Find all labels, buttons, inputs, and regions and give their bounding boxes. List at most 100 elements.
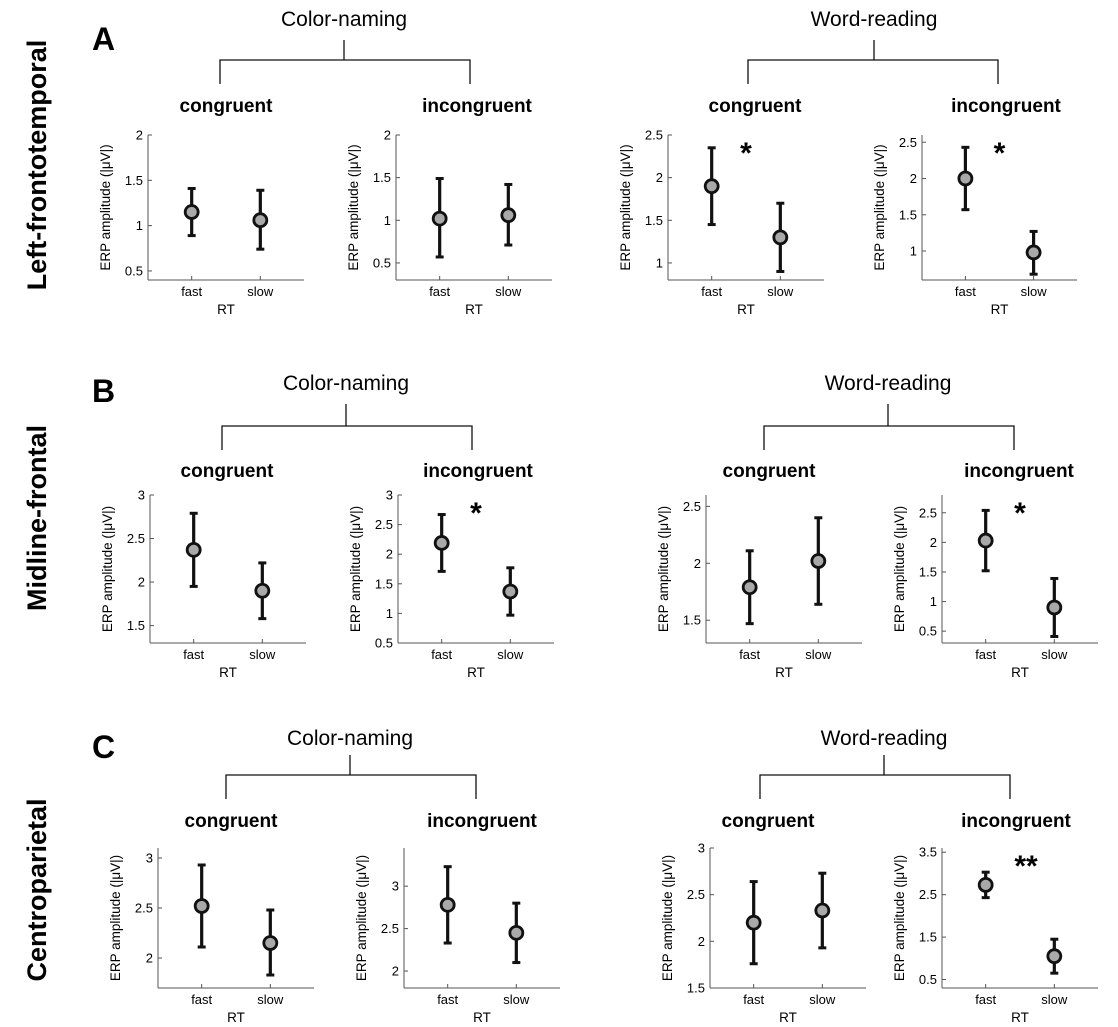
y-tick-label: 3 bbox=[698, 841, 705, 856]
y-axis-label: ERP amplitude (|μV|) bbox=[346, 144, 361, 270]
condition-title: incongruent bbox=[961, 811, 1071, 832]
task-group: Color-naming congruent 0.5 1 1.5 2 ERP amplitu… bbox=[98, 8, 552, 317]
x-tick-label: slow bbox=[1041, 992, 1068, 1007]
x-axis-label: RT bbox=[775, 665, 793, 680]
mean-marker-fast bbox=[185, 541, 202, 558]
panel-letter: B bbox=[92, 373, 115, 409]
x-axis-label: RT bbox=[779, 1010, 797, 1025]
mean-marker-slow bbox=[254, 582, 271, 599]
mean-marker-fast bbox=[183, 204, 200, 220]
x-tick-label: fast bbox=[437, 992, 458, 1007]
mean-marker-slow bbox=[772, 229, 789, 246]
x-tick-label: slow bbox=[495, 284, 522, 299]
condition-title: incongruent bbox=[423, 461, 533, 482]
y-tick-label: 2 bbox=[386, 547, 393, 562]
y-axis-label: ERP amplitude (|μV|) bbox=[892, 506, 907, 632]
y-tick-label: 2 bbox=[930, 535, 937, 550]
x-tick-label: fast bbox=[975, 647, 996, 662]
mean-marker-slow bbox=[810, 553, 827, 569]
region-label: Left-frontotemporal bbox=[22, 40, 52, 290]
subplot-congruent: congruent 2 2.5 3 ERP amplitude (|μV|) fast sl… bbox=[108, 811, 314, 1025]
y-tick-label: 1 bbox=[930, 594, 937, 609]
x-tick-label: slow bbox=[1041, 647, 1068, 662]
task-title: Color-naming bbox=[281, 8, 407, 31]
y-axis-label: ERP amplitude (|μV|) bbox=[108, 855, 123, 981]
y-axis-label: ERP amplitude (|μV|) bbox=[656, 506, 671, 632]
y-tick-label: 1.5 bbox=[645, 213, 663, 228]
x-axis-label: RT bbox=[465, 302, 483, 317]
subplot-incongruent: incongruent 0.5 1 1.5 2 2.5 3 ERP amplitude (|μ… bbox=[348, 461, 554, 680]
mean-marker-fast bbox=[977, 877, 994, 893]
mean-marker-slow bbox=[502, 583, 519, 600]
x-tick-label: slow bbox=[1021, 284, 1048, 299]
condition-title: congruent bbox=[709, 96, 803, 117]
task-title: Word-reading bbox=[811, 8, 938, 31]
significance-marker: * bbox=[1014, 497, 1026, 530]
region-label: Midline-frontal bbox=[22, 425, 52, 611]
condition-title: congruent bbox=[180, 96, 274, 117]
y-tick-label: 2.5 bbox=[683, 499, 701, 514]
y-tick-label: 1 bbox=[136, 218, 143, 233]
x-axis-label: RT bbox=[473, 1010, 491, 1025]
subplot-incongruent: incongruent 0.5 1.5 2.5 3.5 ERP amplitude (|μ… bbox=[892, 811, 1098, 1025]
y-tick-label: 1.5 bbox=[683, 613, 701, 628]
x-tick-label: slow bbox=[809, 992, 836, 1007]
task-bracket bbox=[225, 755, 477, 799]
panel-a: A Left-frontotemporal Color-naming congruen… bbox=[22, 8, 1077, 317]
task-bracket bbox=[221, 404, 473, 450]
y-tick-label: 1.5 bbox=[125, 173, 143, 188]
y-tick-label: 1.5 bbox=[919, 564, 937, 579]
task-title: Word-reading bbox=[825, 372, 952, 395]
y-tick-label: 1.5 bbox=[373, 170, 391, 185]
y-tick-label: 1.5 bbox=[919, 930, 937, 945]
y-axis-label: ERP amplitude (|μV|) bbox=[872, 144, 887, 270]
y-tick-label: 0.5 bbox=[125, 263, 143, 278]
task-group: Word-reading congruent 1 1.5 2 2.5 ERP amplitu… bbox=[618, 8, 1077, 317]
y-tick-label: 2.5 bbox=[645, 128, 663, 143]
mean-marker-fast bbox=[439, 896, 456, 913]
y-tick-label: 1 bbox=[386, 606, 393, 621]
task-bracket bbox=[747, 40, 999, 84]
x-tick-label: fast bbox=[739, 647, 760, 662]
mean-marker-fast bbox=[745, 914, 762, 931]
y-axis-label: ERP amplitude (|μV|) bbox=[660, 855, 675, 981]
y-axis-label: ERP amplitude (|μV|) bbox=[618, 144, 633, 270]
x-tick-label: fast bbox=[429, 284, 450, 299]
condition-title: congruent bbox=[185, 811, 279, 832]
task-bracket bbox=[759, 755, 1011, 799]
y-tick-label: 3 bbox=[386, 488, 393, 503]
subplot-congruent: congruent 1.5 2 2.5 3 ERP amplitude (|μV|) fas… bbox=[100, 461, 306, 680]
y-tick-label: 2.5 bbox=[135, 901, 153, 916]
y-tick-label: 1.5 bbox=[899, 207, 917, 222]
mean-marker-slow bbox=[508, 924, 525, 941]
x-tick-label: fast bbox=[191, 992, 212, 1007]
y-tick-label: 2.5 bbox=[127, 531, 145, 546]
subplot-incongruent: incongruent 0.5 1 1.5 2 ERP amplitude (|μV|) f… bbox=[346, 96, 552, 317]
condition-title: incongruent bbox=[427, 811, 537, 832]
mean-marker-fast bbox=[703, 178, 720, 195]
x-tick-label: fast bbox=[181, 284, 202, 299]
x-axis-label: RT bbox=[467, 665, 485, 680]
y-tick-label: 2 bbox=[136, 128, 143, 143]
mean-marker-slow bbox=[252, 212, 269, 229]
subplot-congruent: congruent 0.5 1 1.5 2 ERP amplitude (|μV|) fas… bbox=[98, 96, 304, 317]
x-tick-label: slow bbox=[257, 992, 284, 1007]
y-tick-label: 1 bbox=[910, 244, 917, 259]
condition-title: congruent bbox=[723, 461, 817, 482]
y-tick-label: 3 bbox=[392, 879, 399, 894]
y-tick-label: 1.5 bbox=[375, 576, 393, 591]
x-tick-label: slow bbox=[503, 992, 530, 1007]
x-tick-label: fast bbox=[743, 992, 764, 1007]
y-tick-label: 2.5 bbox=[899, 135, 917, 150]
x-axis-label: RT bbox=[1011, 1010, 1029, 1025]
subplot-incongruent: incongruent 2 2.5 3 ERP amplitude (|μV|) fast… bbox=[354, 811, 560, 1025]
y-axis-label: ERP amplitude (|μV|) bbox=[348, 506, 363, 632]
y-tick-label: 0.5 bbox=[919, 624, 937, 639]
y-tick-label: 2 bbox=[694, 556, 701, 571]
region-label: Centroparietal bbox=[22, 798, 52, 981]
subplot-incongruent: incongruent 0.5 1 1.5 2 2.5 ERP amplitude (|μV… bbox=[892, 461, 1098, 680]
x-tick-label: fast bbox=[955, 284, 976, 299]
y-axis-label: ERP amplitude (|μV|) bbox=[98, 144, 113, 270]
x-tick-label: slow bbox=[767, 284, 794, 299]
